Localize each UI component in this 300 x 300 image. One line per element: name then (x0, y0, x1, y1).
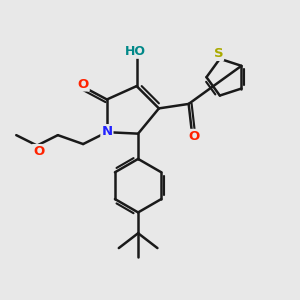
Text: N: N (101, 125, 112, 138)
Text: O: O (188, 130, 200, 143)
Text: O: O (33, 145, 44, 158)
Text: S: S (214, 47, 223, 60)
Text: O: O (77, 77, 89, 91)
Text: HO: HO (124, 45, 146, 58)
